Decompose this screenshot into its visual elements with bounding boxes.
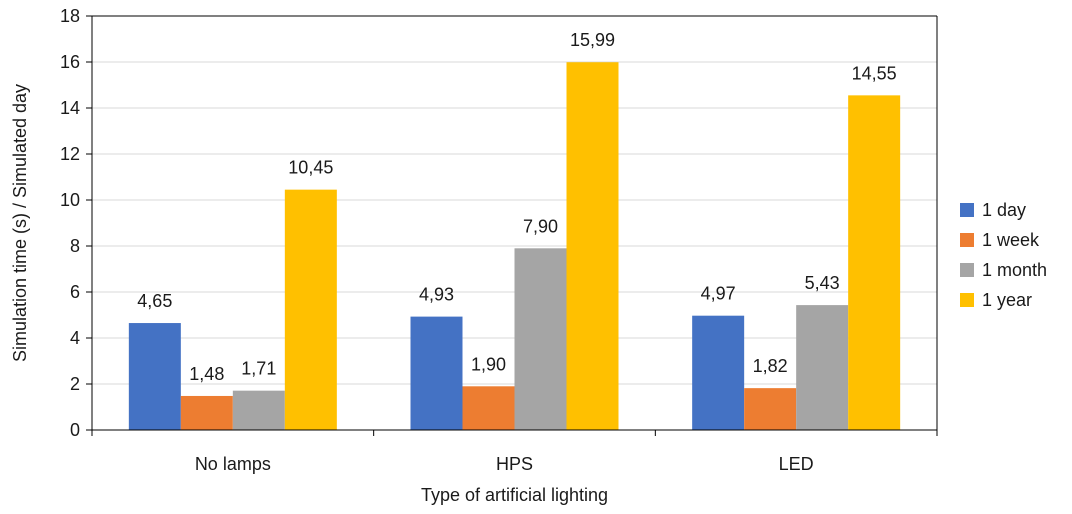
x-axis-title: Type of artificial lighting — [421, 485, 608, 505]
y-tick-label: 6 — [70, 282, 80, 302]
y-tick-label: 4 — [70, 328, 80, 348]
x-tick-label: No lamps — [195, 454, 271, 474]
data-label: 5,43 — [805, 273, 840, 293]
data-labels: 4,65 1,48 1,71 10,45 4,93 1,90 7,90 15,99 4,97 1,… — [137, 30, 896, 384]
bar — [128, 323, 181, 430]
x-tick-label: HPS — [496, 454, 533, 474]
data-label: 1,71 — [241, 359, 276, 379]
axes: 0 2 4 6 8 10 12 14 16 18 No lamps HPS LED — [60, 6, 938, 474]
bar — [744, 388, 797, 430]
data-label: 1,82 — [753, 356, 788, 376]
bar — [232, 390, 285, 430]
y-tick-label: 0 — [70, 420, 80, 440]
y-tick-label: 12 — [60, 144, 80, 164]
bar — [180, 395, 233, 430]
data-label: 1,90 — [471, 354, 506, 374]
data-label: 4,93 — [419, 285, 454, 305]
data-label: 15,99 — [570, 30, 615, 50]
bar — [410, 316, 463, 430]
y-axis-title: Simulation time (s) / Simulated day — [10, 84, 30, 362]
y-tick-label: 2 — [70, 374, 80, 394]
legend-swatch — [960, 233, 974, 247]
data-label: 4,97 — [701, 284, 736, 304]
data-label: 10,45 — [288, 158, 333, 178]
y-tick-label: 18 — [60, 6, 80, 26]
bar — [566, 62, 619, 430]
legend-swatch — [960, 263, 974, 277]
data-label: 4,65 — [137, 291, 172, 311]
bar — [514, 248, 567, 430]
y-tick-label: 14 — [60, 98, 80, 118]
legend-label: 1 year — [982, 290, 1032, 310]
data-label: 1,48 — [189, 364, 224, 384]
legend-swatch — [960, 293, 974, 307]
y-tick-label: 16 — [60, 52, 80, 72]
bar — [462, 386, 515, 430]
x-tick-label: LED — [779, 454, 814, 474]
legend-label: 1 month — [982, 260, 1047, 280]
bar — [796, 305, 849, 430]
y-tick-label: 10 — [60, 190, 80, 210]
legend: 1 day 1 week 1 month 1 year — [960, 200, 1047, 310]
data-label: 7,90 — [523, 216, 558, 236]
bar — [848, 95, 901, 430]
bars — [128, 62, 901, 430]
y-tick-label: 8 — [70, 236, 80, 256]
legend-label: 1 day — [982, 200, 1026, 220]
bar — [692, 315, 745, 430]
bar — [284, 189, 337, 430]
legend-swatch — [960, 203, 974, 217]
legend-label: 1 week — [982, 230, 1040, 250]
data-label: 14,55 — [852, 63, 897, 83]
